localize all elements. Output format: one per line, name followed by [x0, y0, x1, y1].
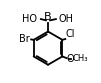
Text: O: O [67, 54, 75, 63]
Text: Br: Br [19, 34, 30, 44]
Text: CH₃: CH₃ [73, 54, 88, 63]
Text: OH: OH [59, 14, 74, 24]
Text: Cl: Cl [66, 29, 75, 39]
Text: HO: HO [22, 14, 37, 24]
Text: B: B [44, 12, 52, 22]
